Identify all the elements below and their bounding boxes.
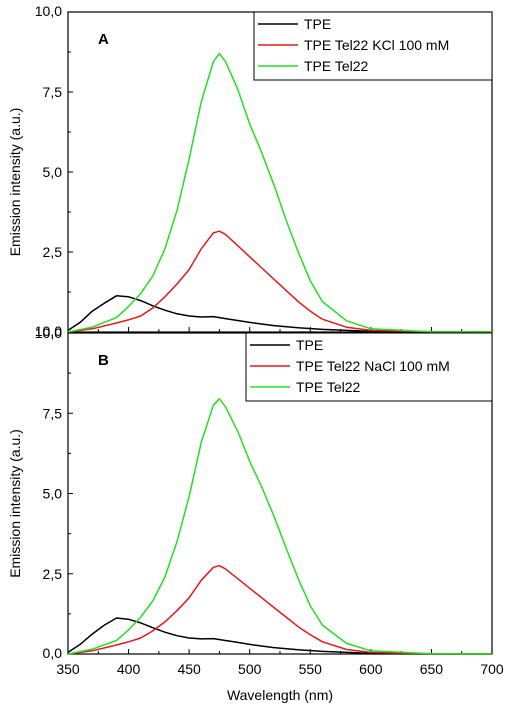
legend-entry: TPE [304,16,331,32]
x-tick-label: 400 [117,661,141,677]
y-tick-label: 5,0 [43,164,63,180]
x-tick-label: 550 [299,661,323,677]
legend-entry: TPE [296,337,323,353]
panel-a: 10,0 2,5 5,0 7,5 10,0 Emission intensity (a.u… [7,3,493,339]
panel-label: A [98,31,109,48]
y-tick-label: 7,5 [43,84,63,100]
series-line-0 [67,617,492,655]
y-tick-label: 10,0 [35,323,62,339]
panel-label: B [98,352,109,369]
y-tick-label: 2,5 [43,244,63,260]
legend-entry: TPE Tel22 [296,379,361,395]
x-tick-label: 350 [56,661,80,677]
x-tick-label: 600 [359,661,383,677]
series-line-2 [67,52,493,333]
y-axis-title: Emission intensity (a.u.) [7,108,23,257]
y-tick-label: 2,5 [43,566,63,582]
y-tick-label: 10,0 [35,3,62,19]
y-tick-label: 10,0 [35,325,62,341]
panel-b: 350 400 450 500 550 600 650 700 0,0 2,5 5,0 7,5 10,0… [7,325,504,703]
legend-entry: TPE Tel22 KCl 100 mM [304,37,449,53]
y-tick-label: 0,0 [43,645,63,661]
series-line-1 [67,230,493,333]
x-tick-label: 450 [177,661,201,677]
series-line-1 [67,564,493,655]
x-tick-label: 700 [480,661,504,677]
y-tick-label: 7,5 [43,405,63,421]
series-line-2 [67,398,493,655]
legend-entry: TPE Tel22 NaCl 100 mM [296,358,450,374]
y-axis-title: Emission intensity (a.u.) [7,429,23,578]
x-tick-label: 500 [238,661,262,677]
series-line-0 [67,295,492,333]
x-axis-title: Wavelength (nm) [227,687,333,703]
x-tick-label: 650 [420,661,444,677]
legend-entry: TPE Tel22 [304,58,369,74]
y-tick-label: 5,0 [43,486,63,502]
